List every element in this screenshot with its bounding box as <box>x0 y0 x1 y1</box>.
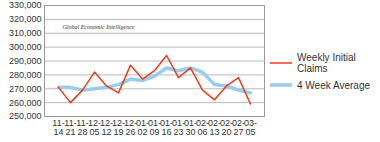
html-text:12-: 12- <box>124 117 137 128</box>
html-text:01-: 01- <box>148 117 161 128</box>
svg-text:270,000: 270,000 <box>9 84 42 94</box>
html-text:01-: 01- <box>172 117 185 128</box>
html-text:01-: 01- <box>160 117 173 128</box>
svg-text:11-14: 11-14 <box>52 118 64 137</box>
html-text:02-: 02- <box>196 117 209 128</box>
html-text:20: 20 <box>221 126 232 137</box>
html-text:01-: 01- <box>184 117 197 128</box>
html-text:30: 30 <box>185 126 196 137</box>
svg-text:250,000: 250,000 <box>9 111 42 121</box>
html-text:02-: 02- <box>220 117 233 128</box>
html-text:12-: 12- <box>100 117 113 128</box>
html-text:23: 23 <box>173 126 184 137</box>
svg-text:Global Economic Intelligence: Global Economic Intelligence <box>63 24 135 30</box>
html-text:13: 13 <box>209 126 220 137</box>
svg-text:11-28: 11-28 <box>76 118 88 137</box>
html-text:4 Week Average: 4 Week Average <box>297 79 370 91</box>
svg-text:260,000: 260,000 <box>9 98 42 108</box>
html-text:27: 27 <box>233 126 244 137</box>
html-text:02-: 02- <box>208 117 221 128</box>
svg-text:03-05: 03-05 <box>244 118 257 137</box>
html-text:12: 12 <box>101 126 112 137</box>
svg-text:310,000: 310,000 <box>9 28 42 38</box>
html-text:12-: 12- <box>112 117 125 128</box>
html-text:09: 09 <box>149 126 160 137</box>
svg-text:280,000: 280,000 <box>9 70 42 80</box>
svg-text:300,000: 300,000 <box>9 42 42 52</box>
html-text:02-: 02- <box>232 117 245 128</box>
html-text:12-: 12- <box>88 117 101 128</box>
html-text:19: 19 <box>113 126 124 137</box>
html-text:01-: 01- <box>136 117 149 128</box>
html-text:05: 05 <box>89 126 100 137</box>
svg-text:290,000: 290,000 <box>9 56 42 66</box>
html-text:26: 26 <box>125 126 136 137</box>
html-text:02: 02 <box>137 126 148 137</box>
svg-text:320,000: 320,000 <box>9 14 42 24</box>
svg-text:11-21: 11-21 <box>64 118 76 137</box>
html-text:Weekly Initial Claims: Weekly Initial Claims <box>297 51 356 74</box>
html-text:06: 06 <box>197 126 208 137</box>
svg-text:330,000: 330,000 <box>9 0 42 10</box>
html-text:16: 16 <box>161 126 172 137</box>
